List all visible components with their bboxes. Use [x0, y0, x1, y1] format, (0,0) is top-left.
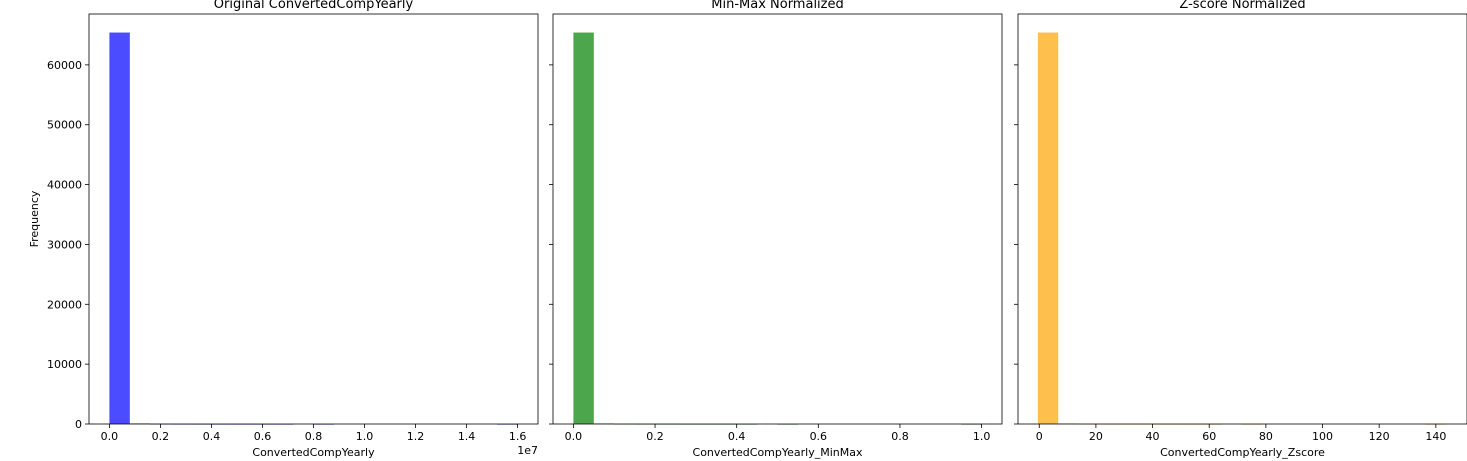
x-tick-label: 1.0 [356, 430, 374, 443]
x-tick-label: 60 [1202, 430, 1216, 443]
chart-panel-2: Min-Max Normalized 0.0 0.2 0.4 0.6 0.8 1.0 Conv… [549, 0, 1003, 459]
chart-title: Original ConvertedCompYearly [214, 0, 414, 12]
x-tick-label: 0 [1036, 430, 1043, 443]
x-tick-label: 0.0 [101, 430, 119, 443]
histogram-bar [109, 32, 130, 424]
x-tick-label: 0.0 [565, 430, 583, 443]
y-tick-label: 20000 [47, 298, 82, 311]
axes-frame [88, 13, 539, 425]
y-tick-label: 40000 [47, 179, 82, 192]
y-tick-label: 30000 [47, 238, 82, 251]
chart-title: Min-Max Normalized [711, 0, 844, 12]
y-axis-label: Frequency [28, 190, 41, 247]
x-tick-label: 1.4 [458, 430, 476, 443]
chart-title: Z-score Normalized [1179, 0, 1305, 12]
x-tick-label: 0.8 [305, 430, 323, 443]
x-tick-label: 20 [1089, 430, 1103, 443]
x-axis-label: ConvertedCompYearly_MinMax [693, 446, 863, 459]
x-tick-label: 40 [1146, 430, 1160, 443]
x-tick-label: 120 [1369, 430, 1390, 443]
x-tick-label: 1.2 [407, 430, 425, 443]
histogram-bar [573, 32, 594, 424]
chart-panel-1: Original ConvertedCompYearly 0.0 0.2 0.4 0.6… [28, 0, 539, 459]
axes-frame [1017, 13, 1467, 425]
chart-panel-3: Z-score Normalized 0 20 40 60 80 100 120 140 Conv… [1014, 0, 1467, 459]
x-tick-label: 0.4 [728, 430, 746, 443]
x-tick-label: 100 [1312, 430, 1333, 443]
y-tick-label: 0 [75, 418, 82, 431]
axes-frame [552, 13, 1003, 425]
x-tick-label: 0.4 [203, 430, 221, 443]
x-axis-label: ConvertedCompYearly [252, 446, 375, 459]
x-tick-label: 0.8 [891, 430, 909, 443]
x-tick-label: 0.2 [152, 430, 170, 443]
y-tick-label: 60000 [47, 59, 82, 72]
x-tick-label: 0.6 [810, 430, 828, 443]
y-tick-label: 10000 [47, 358, 82, 371]
x-tick-label: 140 [1425, 430, 1446, 443]
x-tick-label: 0.2 [646, 430, 664, 443]
x-axis-offset-text: 1e7 [517, 444, 538, 457]
histogram-bar [1037, 32, 1059, 424]
x-tick-label: 1.0 [973, 430, 991, 443]
x-tick-label: 0.6 [254, 430, 272, 443]
y-tick-label: 50000 [47, 119, 82, 132]
x-tick-label: 1.6 [509, 430, 527, 443]
x-tick-label: 80 [1259, 430, 1273, 443]
x-axis-label: ConvertedCompYearly_Zscore [1160, 446, 1325, 459]
